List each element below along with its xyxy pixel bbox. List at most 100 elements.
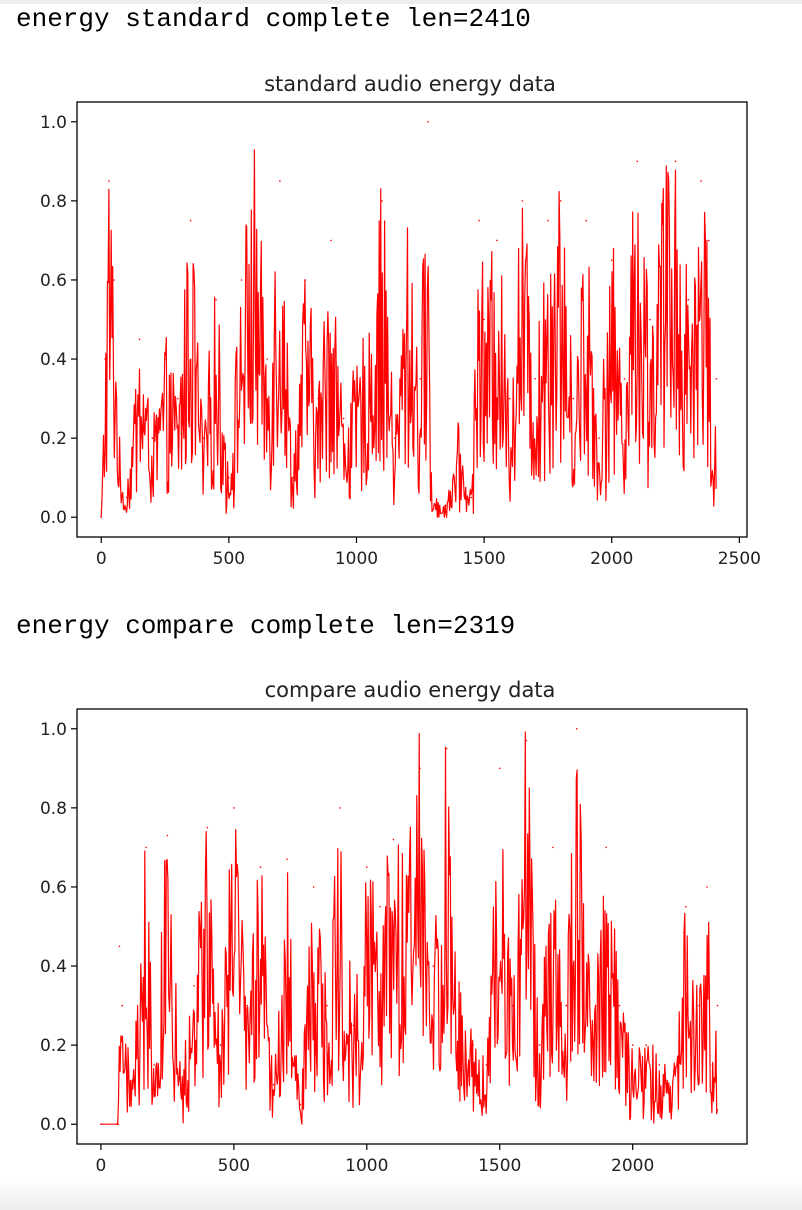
data-point xyxy=(512,1004,514,1007)
x-tick-label: 1500 xyxy=(478,1156,521,1176)
data-point xyxy=(459,1004,461,1007)
data-point xyxy=(485,1064,488,1066)
data-point xyxy=(164,358,166,360)
y-tick-label: 0.2 xyxy=(40,429,67,449)
data-point xyxy=(610,259,613,261)
series-line xyxy=(100,149,717,518)
data-point xyxy=(379,905,381,908)
axes-frame xyxy=(76,708,748,1145)
data-point xyxy=(299,1103,302,1106)
data-point xyxy=(552,846,554,849)
data-point xyxy=(478,219,480,222)
plot-area: 0 500 1000 1500 2000 2500 0.0 0.2 0.4 0.6 0.8 1.0 xyxy=(40,101,761,569)
data-point xyxy=(206,826,209,829)
output-line-compare: energy compare complete len=2319 xyxy=(16,611,516,641)
data-point xyxy=(100,516,102,518)
data-point xyxy=(565,1004,567,1007)
data-point xyxy=(166,834,169,837)
data-point xyxy=(119,476,122,479)
data-point xyxy=(715,378,718,380)
data-point xyxy=(434,508,437,511)
data-point xyxy=(132,1083,134,1086)
output-bottom-fade xyxy=(0,1180,802,1210)
data-point xyxy=(538,1044,541,1046)
data-point xyxy=(496,239,498,242)
data-point xyxy=(716,1004,719,1007)
y-tick-label: 0.4 xyxy=(40,350,67,370)
data-point xyxy=(472,1044,475,1046)
data-point xyxy=(202,437,205,439)
data-point xyxy=(126,496,128,499)
chart-title: compare audio energy data xyxy=(265,678,556,702)
x-tick-label: 1000 xyxy=(335,549,378,569)
x-tick-label: 0 xyxy=(96,549,107,569)
data-point xyxy=(618,1004,621,1007)
data-point xyxy=(711,1064,714,1066)
data-point xyxy=(291,476,294,479)
y-tick-label: 0.6 xyxy=(40,271,67,291)
y-tick-label: 0.6 xyxy=(40,878,67,898)
data-point xyxy=(405,886,408,888)
data-point xyxy=(304,279,307,281)
data-point xyxy=(326,1004,328,1007)
data-point xyxy=(100,1123,102,1125)
data-point xyxy=(662,200,664,202)
data-point xyxy=(483,318,485,321)
data-point xyxy=(233,807,235,809)
y-tick-label: 1.0 xyxy=(40,113,67,133)
data-point xyxy=(266,358,269,360)
series-line xyxy=(100,731,719,1125)
data-point xyxy=(457,437,460,439)
data-point xyxy=(671,1083,674,1086)
plot-area: 0 500 1000 1500 2000 0.0 0.2 0.4 0.6 0.8 1.0 xyxy=(40,708,748,1176)
data-point xyxy=(317,397,320,400)
data-point xyxy=(572,397,575,400)
data-point xyxy=(153,1064,155,1066)
y-tick-label: 0.8 xyxy=(40,799,67,819)
data-point xyxy=(547,219,549,222)
data-point xyxy=(707,239,710,242)
x-tick-label: 500 xyxy=(213,549,245,569)
data-point xyxy=(713,496,715,499)
y-tick-label: 0.4 xyxy=(40,957,67,977)
data-point xyxy=(286,858,288,861)
data-point xyxy=(419,378,422,380)
data-point xyxy=(605,846,607,849)
data-point xyxy=(700,180,702,182)
data-point xyxy=(658,1064,661,1066)
x-tick-label: 2500 xyxy=(718,549,761,569)
data-point xyxy=(585,219,587,222)
data-point xyxy=(598,437,600,439)
data-point xyxy=(342,417,345,420)
data-point xyxy=(312,886,315,888)
x-tick-label: 1500 xyxy=(462,549,505,569)
chart-title: standard audio energy data xyxy=(264,72,556,96)
data-point xyxy=(279,180,281,182)
standard-energy-chart: standard audio energy data 0 500 1000 1500 2… xyxy=(40,72,761,569)
data-point xyxy=(427,121,429,123)
data-point xyxy=(179,1083,182,1086)
data-point xyxy=(219,1044,222,1046)
data-point xyxy=(592,1024,594,1027)
data-point xyxy=(445,747,448,750)
data-point xyxy=(631,1044,634,1046)
x-tick-label: 500 xyxy=(218,1156,250,1176)
data-point xyxy=(368,338,371,341)
data-point xyxy=(352,1024,355,1027)
output-top-divider xyxy=(0,0,802,4)
data-point xyxy=(189,219,192,222)
data-point xyxy=(272,1083,275,1086)
data-point xyxy=(419,767,421,770)
axes-frame xyxy=(76,101,748,538)
y-tick-label: 0.2 xyxy=(40,1036,67,1056)
data-point xyxy=(445,504,447,507)
data-point xyxy=(576,728,578,730)
data-point xyxy=(674,160,677,163)
data-point xyxy=(246,1004,248,1007)
data-point xyxy=(151,437,154,439)
data-point xyxy=(177,397,179,400)
x-tick-label: 2000 xyxy=(611,1156,654,1176)
data-point xyxy=(470,496,473,499)
data-point xyxy=(113,279,115,281)
y-tick-label: 0.0 xyxy=(40,508,67,528)
